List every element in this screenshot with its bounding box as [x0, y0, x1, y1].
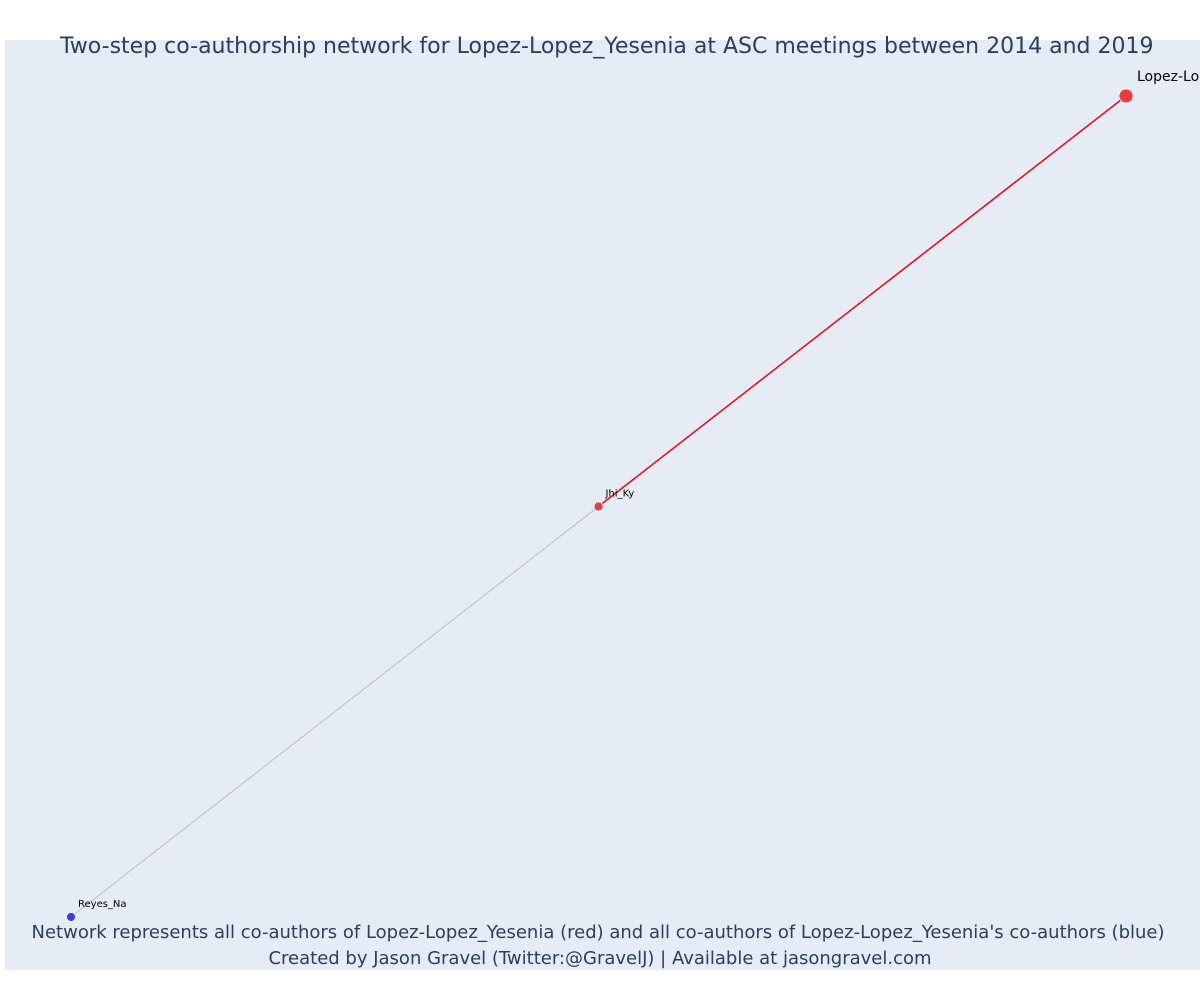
edge-lopez-lopez-yesenia-jhi-ky [598, 95, 1127, 508]
node-label-lopez-lopez-yesenia: Lopez-Lopez_Yesenia [1137, 69, 1200, 85]
labels-layer: Lopez-Lopez_Yesenia Jhi_Ky Reyes_Na [78, 69, 1200, 910]
caption-line-1: Network represents all co-authors of Lop… [32, 922, 1165, 943]
node-jhi-ky[interactable] [593, 501, 604, 512]
node-reyes-na[interactable] [66, 912, 76, 922]
chart-title: Two-step co-authorship network for Lopez… [59, 34, 1153, 59]
node-lopez-lopez-yesenia[interactable] [1118, 88, 1134, 104]
nodes-layer [66, 88, 1134, 922]
caption-line-2: Created by Jason Gravel (Twitter:@Gravel… [268, 948, 931, 969]
edge-jhi-ky-reyes-na [70, 506, 599, 918]
node-label-reyes-na: Reyes_Na [78, 899, 127, 910]
node-label-jhi-ky: Jhi_Ky [605, 489, 635, 500]
edges-layer [70, 95, 1127, 918]
